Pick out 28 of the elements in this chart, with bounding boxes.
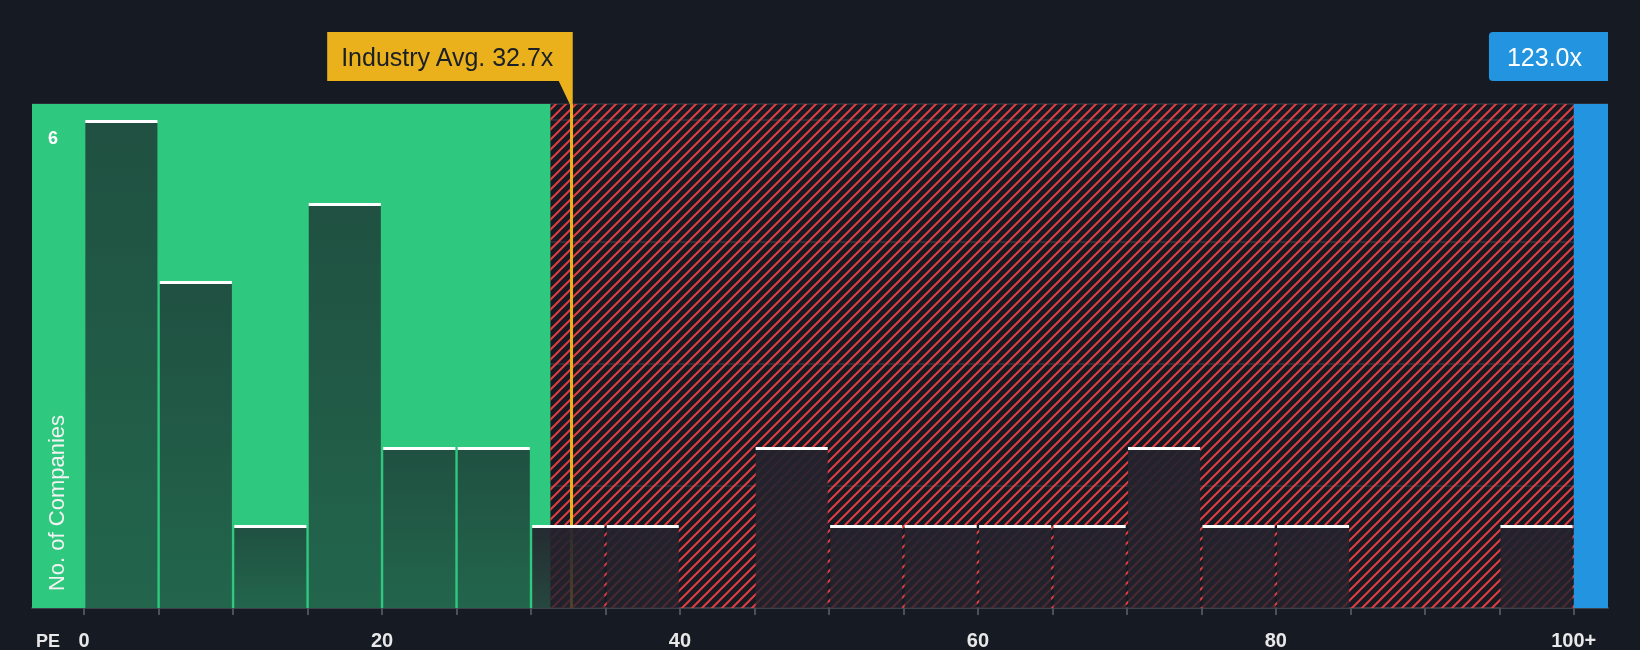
- bar: [308, 203, 381, 608]
- bar: [979, 525, 1052, 608]
- x-tick-label: 100+: [1551, 629, 1597, 650]
- bar: [830, 525, 903, 608]
- bar: [1053, 525, 1126, 608]
- bar: [85, 120, 158, 608]
- bar: [159, 281, 232, 608]
- bar: [606, 525, 679, 608]
- annotation: 6: [47, 128, 59, 148]
- bar: [383, 446, 456, 608]
- x-tick-label: 40: [668, 629, 692, 650]
- bar: [1128, 446, 1201, 608]
- bar: [457, 446, 530, 608]
- bar: [532, 525, 605, 608]
- bar: [1500, 525, 1573, 608]
- ref-line-label: Industry Avg. 32.7x: [341, 42, 554, 71]
- x-tick-label: 60: [966, 629, 990, 650]
- x-tick-label: 0: [78, 629, 90, 650]
- bar: [904, 525, 977, 608]
- x-axis-title: PE: [36, 631, 61, 650]
- bar: [755, 446, 828, 608]
- bar: [1277, 525, 1350, 608]
- band-label: 123.0x: [1506, 42, 1583, 71]
- x-tick-label: 80: [1264, 629, 1287, 650]
- bar: [1202, 525, 1275, 608]
- bar: [234, 525, 307, 608]
- y-axis-title: No. of Companies: [43, 414, 69, 592]
- x-tick-label: 20: [370, 629, 394, 650]
